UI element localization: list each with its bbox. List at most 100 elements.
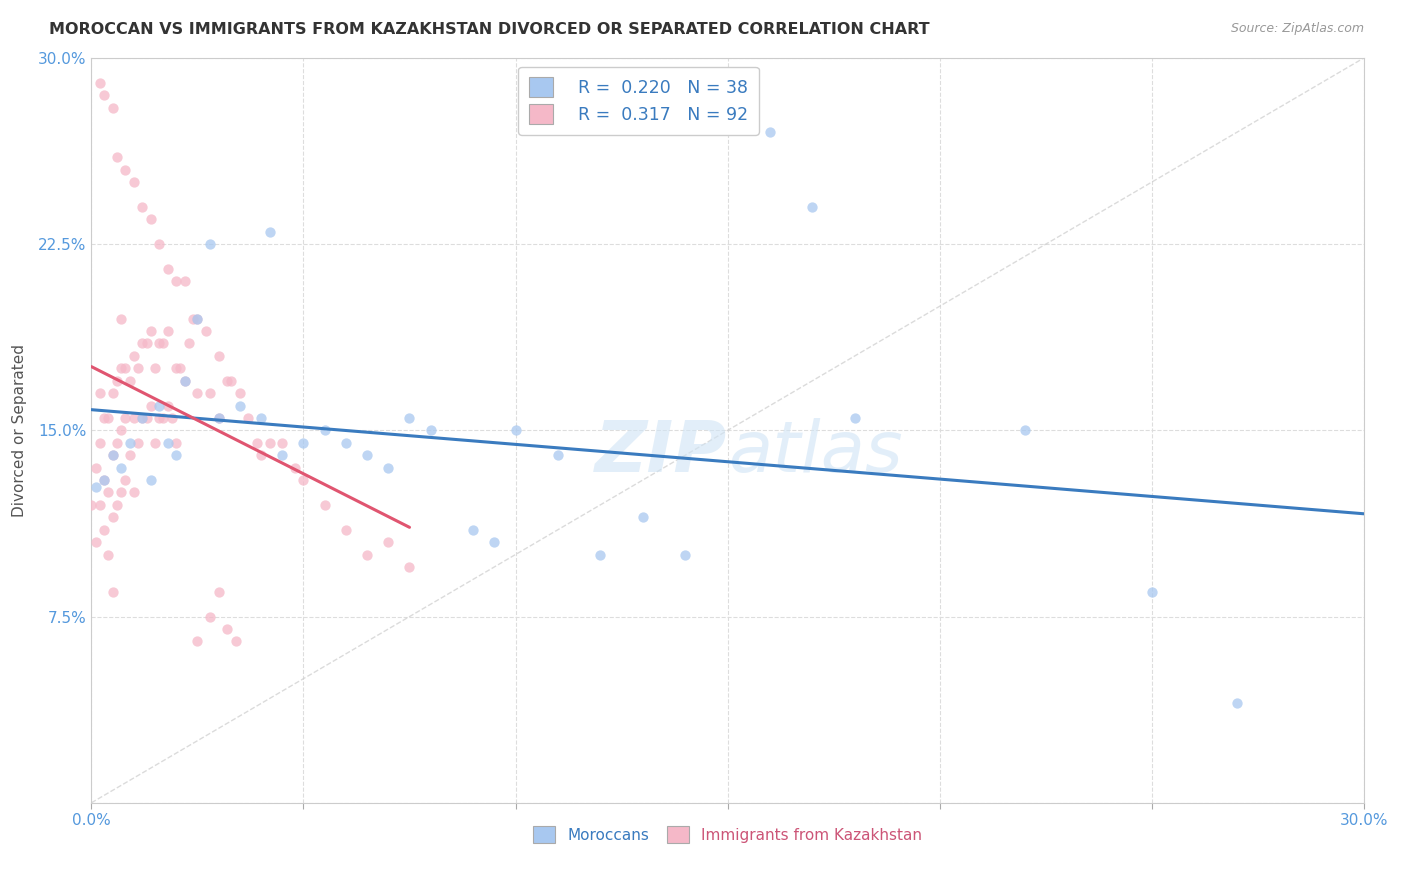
Point: [335, 435, 357, 450]
Point: [284, 460, 307, 475]
Point: [84, 535, 107, 549]
Point: [93, 523, 115, 537]
Point: [89, 76, 111, 90]
Text: Source: ZipAtlas.com: Source: ZipAtlas.com: [1230, 22, 1364, 36]
Point: [1140, 584, 1163, 599]
Point: [177, 336, 200, 351]
Point: [101, 448, 124, 462]
Point: [114, 411, 136, 425]
Point: [377, 460, 399, 475]
Point: [152, 336, 174, 351]
Point: [143, 361, 166, 376]
Point: [122, 175, 145, 189]
Point: [118, 435, 141, 450]
Point: [165, 435, 187, 450]
Point: [97, 411, 120, 425]
Point: [93, 88, 115, 103]
Point: [419, 423, 441, 437]
Point: [259, 225, 281, 239]
Point: [377, 535, 399, 549]
Point: [631, 510, 654, 524]
Point: [844, 411, 866, 425]
Point: [589, 548, 612, 562]
Point: [93, 473, 115, 487]
Point: [110, 460, 132, 475]
Point: [160, 411, 183, 425]
Point: [250, 448, 273, 462]
Point: [110, 311, 132, 326]
Point: [84, 481, 107, 495]
Point: [225, 634, 247, 648]
Point: [165, 448, 187, 462]
Point: [1014, 423, 1036, 437]
Point: [246, 435, 269, 450]
Point: [127, 361, 149, 376]
Point: [259, 435, 281, 450]
Point: [131, 200, 153, 214]
Point: [250, 411, 273, 425]
Point: [105, 498, 128, 512]
Point: [292, 473, 315, 487]
Point: [314, 423, 336, 437]
Point: [484, 535, 506, 549]
Point: [110, 485, 132, 500]
Text: atlas: atlas: [728, 418, 903, 487]
Point: [165, 274, 187, 288]
Point: [89, 386, 111, 401]
Point: [1226, 697, 1249, 711]
Point: [97, 548, 120, 562]
Point: [131, 336, 153, 351]
Point: [165, 361, 187, 376]
Text: MOROCCAN VS IMMIGRANTS FROM KAZAKHSTAN DIVORCED OR SEPARATED CORRELATION CHART: MOROCCAN VS IMMIGRANTS FROM KAZAKHSTAN D…: [49, 22, 929, 37]
Point: [101, 448, 124, 462]
Point: [208, 584, 231, 599]
Point: [118, 374, 141, 388]
Point: [229, 399, 252, 413]
Point: [143, 435, 166, 450]
Point: [127, 435, 149, 450]
Point: [101, 584, 124, 599]
Point: [194, 324, 217, 338]
Point: [148, 336, 170, 351]
Point: [148, 411, 170, 425]
Point: [292, 435, 315, 450]
Point: [461, 523, 484, 537]
Point: [314, 498, 336, 512]
Point: [398, 411, 420, 425]
Point: [505, 423, 527, 437]
Point: [105, 150, 128, 164]
Point: [122, 349, 145, 363]
Point: [122, 485, 145, 500]
Point: [152, 411, 174, 425]
Point: [118, 448, 141, 462]
Point: [114, 162, 136, 177]
Point: [101, 101, 124, 115]
Point: [198, 237, 221, 252]
Point: [238, 411, 260, 425]
Point: [398, 560, 420, 574]
Point: [105, 374, 128, 388]
Point: [114, 361, 136, 376]
Point: [217, 622, 239, 636]
Point: [198, 609, 221, 624]
Point: [271, 435, 294, 450]
Point: [135, 336, 157, 351]
Point: [186, 634, 208, 648]
Point: [80, 498, 103, 512]
Point: [139, 399, 162, 413]
Point: [547, 448, 569, 462]
Point: [217, 374, 239, 388]
Point: [356, 448, 378, 462]
Point: [156, 324, 179, 338]
Point: [101, 510, 124, 524]
Point: [173, 274, 195, 288]
Point: [186, 311, 208, 326]
Point: [208, 411, 231, 425]
Point: [148, 237, 170, 252]
Point: [114, 473, 136, 487]
Point: [101, 386, 124, 401]
Point: [156, 399, 179, 413]
Point: [229, 386, 252, 401]
Legend: Moroccans, Immigrants from Kazakhstan: Moroccans, Immigrants from Kazakhstan: [526, 818, 929, 851]
Point: [135, 411, 157, 425]
